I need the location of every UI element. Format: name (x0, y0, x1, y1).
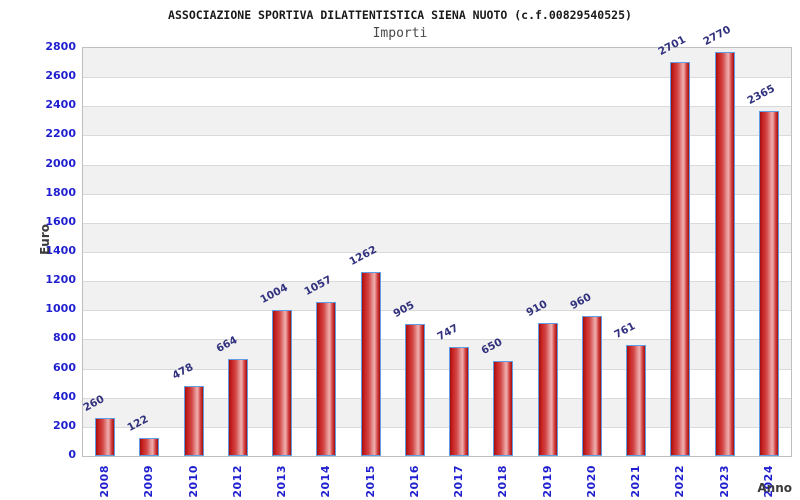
bar (537, 323, 558, 456)
gridline (83, 252, 791, 253)
bar (758, 111, 779, 456)
x-tick-label: 2017 (452, 465, 466, 498)
bar (493, 361, 514, 456)
chart-title: ASSOCIAZIONE SPORTIVA DILATTENTISTICA SI… (168, 8, 632, 22)
x-tick-label: 2023 (717, 465, 731, 498)
bar (626, 345, 647, 456)
bar (316, 301, 337, 456)
bar (183, 386, 204, 456)
gridline (83, 339, 791, 341)
x-tick-label: 2008 (98, 465, 112, 498)
chart-subtitle: Importi (372, 26, 428, 41)
y-tick-label: 2200 (45, 127, 76, 141)
bar (714, 52, 735, 456)
x-axis-title: Anno (757, 481, 792, 495)
x-tick-label: 2016 (407, 465, 421, 498)
x-tick-label: 2014 (319, 465, 333, 498)
gridline (83, 397, 791, 399)
bar (272, 309, 293, 456)
y-tick-label: 2400 (45, 98, 76, 112)
x-tick-label: 2019 (540, 465, 554, 498)
y-axis-title: Euro (38, 224, 52, 255)
y-tick-label: 1400 (45, 244, 76, 257)
y-tick-label: 1800 (45, 185, 76, 199)
bar (404, 324, 425, 456)
bar (581, 316, 602, 456)
y-tick-label: 1000 (45, 302, 76, 316)
x-tick-label: 2013 (275, 465, 289, 498)
bar (139, 438, 160, 456)
y-axis: 0 200 400 600 800 1000 1200 1400 1600 1800 2000 220… (0, 40, 76, 461)
gridline (83, 135, 791, 137)
x-tick-label: 2012 (230, 465, 244, 498)
y-tick-label: 2800 (45, 40, 76, 53)
y-tick-label: 800 (53, 331, 76, 345)
y-tick-label: 0 (68, 448, 76, 461)
plot-area: 260 2008 122 2009 478 2010 664 2012 1004 2013 1057… (81, 24, 792, 498)
x-tick-label: 2021 (629, 465, 643, 498)
x-tick-label: 2018 (496, 465, 510, 498)
bar (670, 62, 691, 456)
gridline (83, 426, 791, 428)
gridline (83, 193, 791, 195)
bar (360, 272, 381, 456)
x-tick-label: 2010 (186, 465, 200, 498)
bar (95, 418, 116, 456)
x-tick-label: 2022 (673, 465, 687, 498)
x-tick-label: 2020 (584, 465, 598, 498)
gridline (83, 222, 791, 224)
y-tick-label: 400 (53, 389, 76, 403)
x-tick-label: 2009 (142, 465, 156, 498)
gridline (83, 281, 791, 283)
gridline (83, 164, 791, 166)
x-tick-label: 2015 (363, 465, 377, 498)
bar (227, 359, 248, 456)
gridline (83, 106, 791, 108)
gridline (83, 77, 791, 79)
bar (449, 347, 470, 456)
y-tick-label: 2600 (45, 69, 76, 83)
y-tick-label: 2000 (45, 156, 76, 170)
y-tick-label: 600 (53, 360, 76, 374)
gridline (83, 368, 791, 370)
y-tick-label: 1600 (45, 214, 76, 228)
y-tick-label: 1200 (45, 273, 76, 287)
y-tick-label: 200 (53, 418, 76, 432)
gridline (83, 310, 791, 312)
